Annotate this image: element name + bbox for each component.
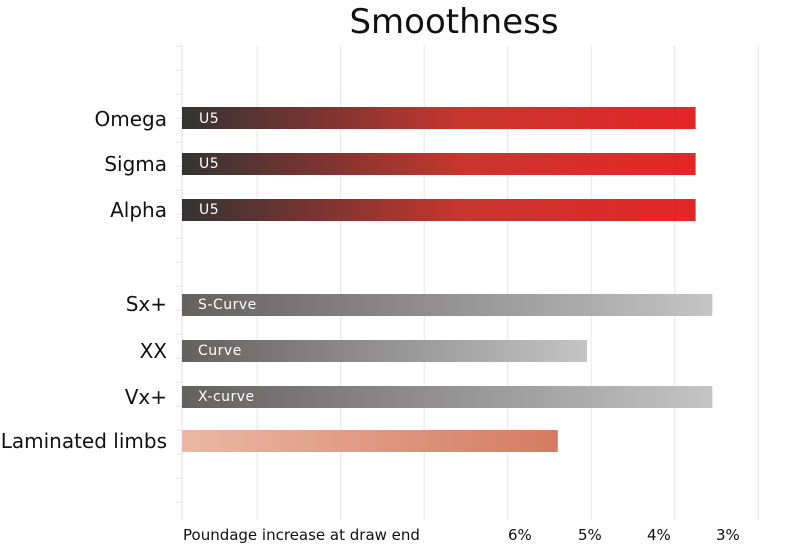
bar-label-alpha: U5 bbox=[199, 202, 220, 218]
category-label-omega: Omega bbox=[94, 107, 167, 131]
x-tick-5: 5% bbox=[578, 526, 602, 544]
bars bbox=[182, 107, 713, 452]
bar-sigma bbox=[182, 153, 696, 175]
category-label-laminated-limbs: Laminated limbs bbox=[0, 429, 167, 453]
bar-label-sigma: U5 bbox=[199, 156, 220, 172]
bar-sx- bbox=[182, 294, 713, 316]
x-axis-title: Poundage increase at draw end bbox=[183, 526, 420, 544]
bar-label-xx: Curve bbox=[198, 343, 242, 359]
category-label-sx-plus: Sx+ bbox=[125, 292, 167, 316]
category-label-sigma: Sigma bbox=[104, 152, 167, 176]
x-tick-3: 3% bbox=[716, 526, 740, 544]
bar-vx- bbox=[182, 386, 713, 408]
category-label-alpha: Alpha bbox=[110, 198, 167, 222]
chart-title: Smoothness bbox=[349, 2, 559, 42]
bar-laminated-limbs bbox=[182, 430, 558, 452]
bar-label-sx-plus: S-Curve bbox=[198, 297, 257, 313]
x-tick-4: 4% bbox=[647, 526, 671, 544]
category-label-vx-plus: Vx+ bbox=[124, 385, 167, 409]
bar-omega bbox=[182, 107, 696, 129]
bar-xx bbox=[182, 340, 588, 362]
category-label-xx: XX bbox=[139, 339, 167, 363]
bar-alpha bbox=[182, 199, 696, 221]
bar-label-vx-plus: X-curve bbox=[198, 389, 255, 405]
x-tick-6: 6% bbox=[508, 526, 532, 544]
bar-label-omega: U5 bbox=[199, 111, 220, 127]
